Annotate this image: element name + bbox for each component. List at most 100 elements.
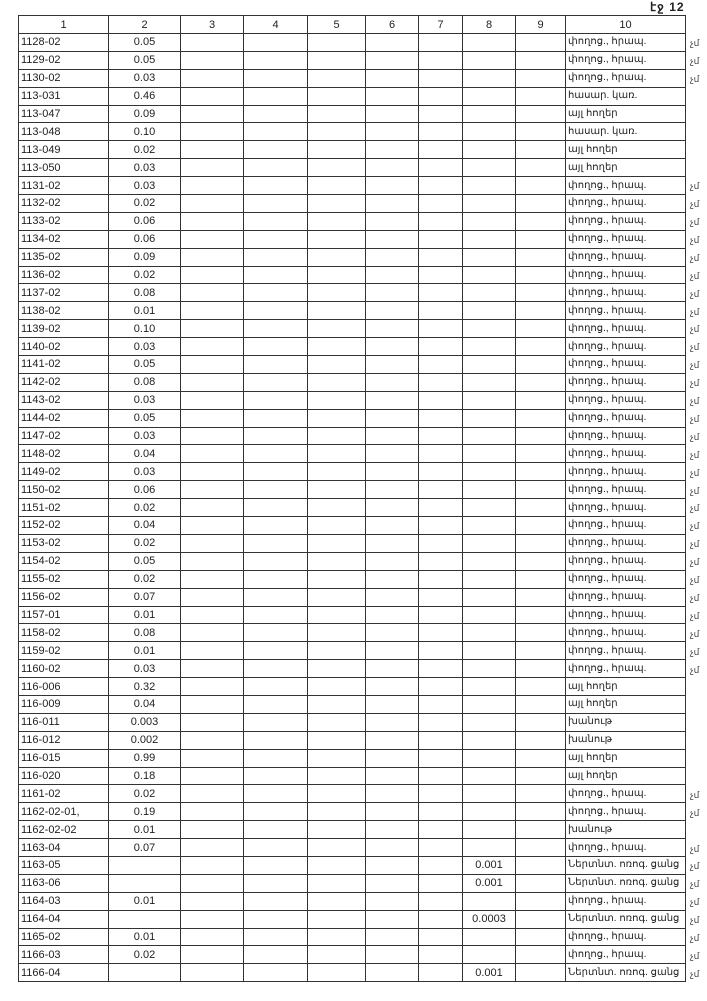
empty-cell xyxy=(418,390,463,410)
column-header: 6 xyxy=(365,15,419,34)
empty-cell xyxy=(365,247,419,267)
empty-cell xyxy=(365,838,419,857)
land-use-cell: փողոց., հրապ. xyxy=(565,229,686,249)
area-cell: 0.02 xyxy=(108,265,181,285)
empty-cell xyxy=(418,855,463,875)
empty-cell xyxy=(365,426,419,446)
empty-cell xyxy=(418,301,463,321)
area-cell: 0.18 xyxy=(108,766,181,786)
margin-note: չմ xyxy=(690,915,700,926)
parcel-code-cell: 1135-02 xyxy=(18,247,109,267)
area-cell xyxy=(108,909,181,929)
empty-cell xyxy=(243,301,308,321)
area-cell: 0.003 xyxy=(108,712,181,732)
parcel-code-cell: 1137-02 xyxy=(18,283,109,303)
empty-cell xyxy=(365,516,419,535)
empty-cell xyxy=(243,730,308,750)
area-cell: 0.01 xyxy=(108,641,181,661)
table-row: 1142-02 0.08 փողոց., հրապ. xyxy=(18,372,686,392)
parcel-code-cell: 113-049 xyxy=(18,140,109,160)
area-cell: 0.46 xyxy=(108,86,181,106)
parcel-code-cell: 1136-02 xyxy=(18,265,109,285)
empty-cell xyxy=(418,677,463,696)
irrigation-area-cell xyxy=(462,945,516,965)
empty-cell xyxy=(515,319,566,339)
empty-cell xyxy=(180,319,244,339)
area-cell: 0.03 xyxy=(108,176,181,196)
parcel-code-cell: 1161-02 xyxy=(18,784,109,804)
irrigation-area-cell xyxy=(462,748,516,768)
parcel-code-cell: 1138-02 xyxy=(18,301,109,321)
land-use-cell: փողոց., հրապ. xyxy=(565,623,686,643)
irrigation-area-cell xyxy=(462,337,516,357)
empty-cell xyxy=(515,498,566,518)
empty-cell xyxy=(515,909,566,929)
area-cell: 0.05 xyxy=(108,551,181,571)
table-row: 1156-02 0.07 փողոց., հրապ. xyxy=(18,587,686,607)
empty-cell xyxy=(365,605,419,625)
empty-cell xyxy=(365,301,419,321)
empty-cell xyxy=(243,605,308,625)
empty-cell xyxy=(418,623,463,643)
area-cell: 0.32 xyxy=(108,677,181,696)
land-use-cell: փողոց., հրապ. xyxy=(565,945,686,965)
table-row: 1131-02 0.03 փողոց., հրապ. xyxy=(18,176,686,196)
empty-cell xyxy=(180,605,244,625)
land-use-cell: խանութ xyxy=(565,712,686,732)
land-use-cell: փողոց., հրապ. xyxy=(565,891,686,911)
area-cell: 0.06 xyxy=(108,480,181,500)
land-use-cell: փողոց., հրապ. xyxy=(565,68,686,88)
empty-cell xyxy=(365,444,419,464)
empty-cell xyxy=(418,945,463,965)
margin-note: չմ xyxy=(690,306,700,317)
empty-cell xyxy=(180,802,244,822)
land-use-cell: խանութ xyxy=(565,820,686,840)
land-use-cell: փողոց., հրապ. xyxy=(565,408,686,428)
empty-cell xyxy=(418,838,463,857)
empty-cell xyxy=(307,229,366,249)
empty-cell xyxy=(515,730,566,750)
margin-note: չմ xyxy=(690,807,700,818)
land-use-cell: փողոց., հրապ. xyxy=(565,516,686,535)
empty-cell xyxy=(307,730,366,750)
empty-cell xyxy=(515,337,566,357)
empty-cell xyxy=(365,319,419,339)
empty-cell xyxy=(180,462,244,482)
margin-note: չմ xyxy=(690,789,700,800)
land-use-cell: փողոց., հրապ. xyxy=(565,641,686,661)
land-use-cell: փողոց., հրապ. xyxy=(565,838,686,857)
table-row: 1135-02 0.09 փողոց., հրապ. xyxy=(18,247,686,267)
parcel-code-cell: 1152-02 xyxy=(18,516,109,535)
empty-cell xyxy=(418,337,463,357)
margin-note: չմ xyxy=(690,646,700,657)
area-cell: 0.03 xyxy=(108,659,181,679)
table-row: 1152-02 0.04 փողոց., հրապ. xyxy=(18,516,686,535)
empty-cell xyxy=(243,86,308,106)
table-row: 1153-02 0.02 փողոց., հրապ. xyxy=(18,533,686,553)
column-header: 10 xyxy=(565,15,686,34)
area-cell: 0.10 xyxy=(108,319,181,339)
area-cell: 0.04 xyxy=(108,694,181,714)
empty-cell xyxy=(243,587,308,607)
land-use-cell: փողոց., հրապ. xyxy=(565,605,686,625)
empty-cell xyxy=(307,945,366,965)
table-row: 1157-01 0.01 փողոց., հրապ. xyxy=(18,605,686,625)
irrigation-area-cell: 0.001 xyxy=(462,963,516,983)
area-cell: 0.05 xyxy=(108,355,181,374)
empty-cell xyxy=(243,211,308,231)
parcel-code-cell: 1153-02 xyxy=(18,533,109,553)
empty-cell xyxy=(515,247,566,267)
land-use-cell: փողոց., հրապ. xyxy=(565,265,686,285)
empty-cell xyxy=(515,802,566,822)
table-row: 116-012 0.002 խանութ xyxy=(18,730,686,750)
margin-note: չմ xyxy=(690,449,700,460)
parcel-code-cell: 1147-02 xyxy=(18,426,109,446)
empty-cell xyxy=(365,194,419,213)
land-use-cell: փողոց., հրապ. xyxy=(565,927,686,947)
empty-cell xyxy=(307,480,366,500)
empty-cell xyxy=(243,694,308,714)
parcel-code-cell: 113-047 xyxy=(18,104,109,124)
parcel-code-cell: 116-009 xyxy=(18,694,109,714)
margin-note: չմ xyxy=(690,467,700,478)
empty-cell xyxy=(243,677,308,696)
